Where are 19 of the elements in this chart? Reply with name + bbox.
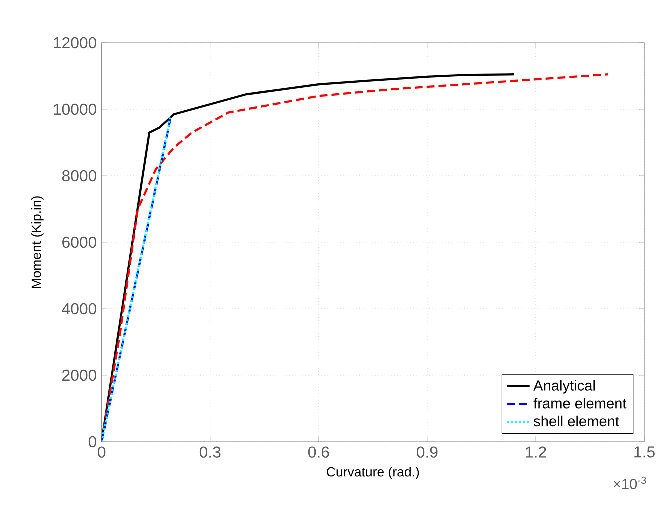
x-tick-label: 0.3 [200,446,221,458]
x-tick-label: 0 [98,446,106,458]
legend-label: frame element [534,398,627,409]
x-axis-title: Curvature (rad.) [327,467,420,480]
x-tick-label: 0.9 [417,446,438,458]
y-tick-label: 8000 [62,170,97,182]
y-tick-label: 10000 [54,104,97,116]
y-tick-label: 6000 [62,236,97,248]
legend-label: Analytical [534,380,595,394]
y-axis-title: Moment (Kip.in) [31,196,44,288]
x-tick-label: 1.2 [526,446,546,458]
y-tick-label: 2000 [62,370,97,382]
x-tick-label: 0.6 [308,446,330,458]
y-tick-label: 12000 [54,37,97,49]
text: ×10$^{-3}$ [614,476,646,490]
x-tick-label: 1.5 [634,446,655,458]
legend-label: shell element [534,416,620,427]
y-tick-label: 4000 [62,304,97,315]
y-tick-label: 0 [88,436,97,448]
